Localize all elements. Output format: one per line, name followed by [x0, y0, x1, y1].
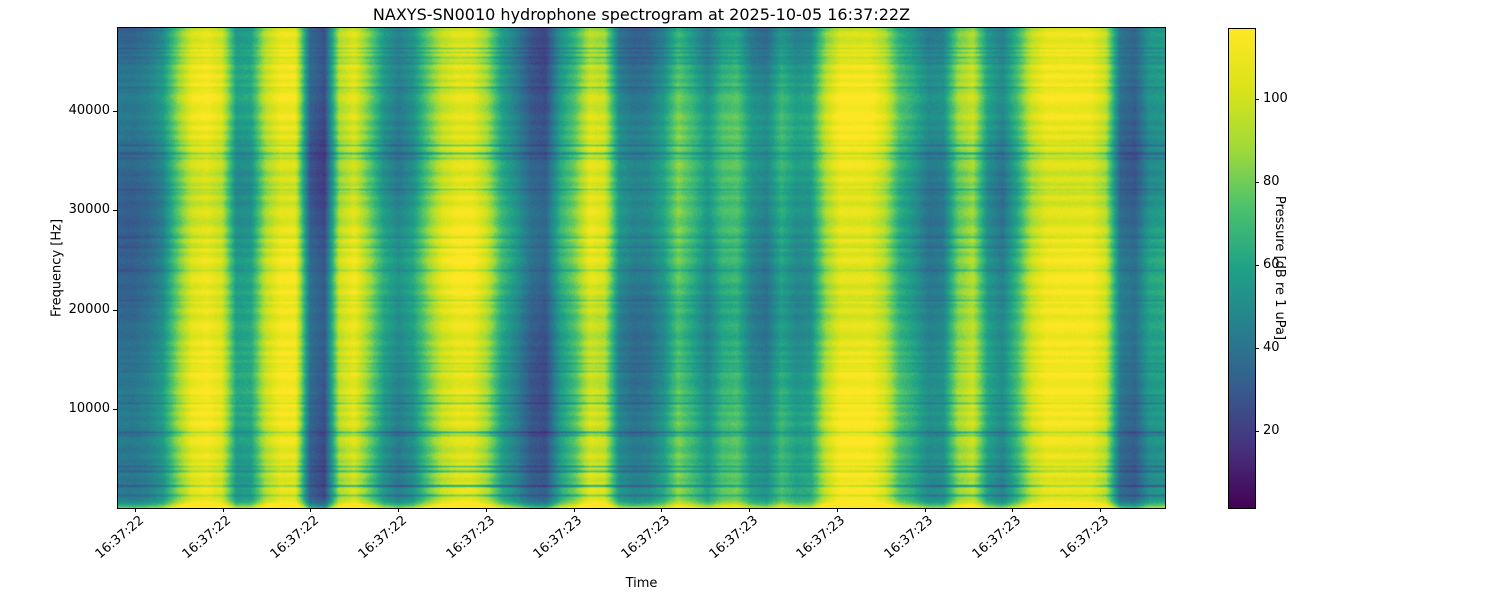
colorbar-tick-label: 20	[1263, 422, 1280, 438]
x-tick-label: 16:37:22	[355, 513, 410, 563]
x-tick	[485, 508, 487, 512]
x-axis-label: Time	[625, 576, 658, 591]
colorbar-tick-label: 80	[1263, 174, 1280, 190]
y-tick-label: 20000	[68, 301, 110, 317]
x-tick	[573, 508, 575, 512]
colorbar-tick	[1255, 182, 1259, 184]
colorbar-tick-label: 100	[1263, 91, 1288, 107]
x-tick-label: 16:37:22	[267, 513, 323, 563]
colorbar-tick-label: 40	[1263, 339, 1280, 355]
x-tick-label: 16:37:23	[618, 513, 674, 563]
x-tick-label: 16:37:23	[530, 513, 586, 563]
colorbar-tick	[1255, 99, 1259, 101]
x-tick	[398, 508, 400, 512]
colorbar-tick-label: 60	[1263, 256, 1280, 272]
x-tick-label: 16:37:22	[180, 513, 235, 563]
colorbar-tick	[1255, 430, 1259, 432]
y-tick-label: 10000	[68, 400, 110, 416]
x-tick	[749, 508, 751, 512]
x-tick	[135, 508, 136, 512]
x-tick-label: 16:37:22	[92, 513, 147, 563]
colorbar	[1228, 28, 1256, 509]
colorbar-axis-label: Pressure [dB re 1 uPa]	[1272, 195, 1287, 341]
chart-title: NAXYS-SN0010 hydrophone spectrogram at 2…	[372, 5, 911, 24]
y-tick	[113, 408, 117, 410]
x-tick-label: 16:37:23	[881, 513, 937, 563]
x-tick	[222, 508, 224, 512]
spectrogram-heatmap	[118, 28, 1165, 508]
x-tick-label: 16:37:23	[1057, 513, 1112, 563]
x-tick-label: 16:37:23	[706, 513, 761, 563]
colorbar-tick	[1255, 264, 1259, 266]
y-tick	[113, 309, 117, 311]
plot-area	[117, 27, 1166, 509]
x-tick	[661, 508, 663, 512]
x-tick	[310, 508, 312, 512]
y-tick-label: 40000	[68, 103, 110, 119]
x-tick	[924, 508, 926, 512]
y-tick	[113, 111, 117, 113]
x-tick	[1100, 508, 1102, 512]
colorbar-tick	[1255, 347, 1259, 349]
x-tick-label: 16:37:23	[443, 513, 498, 563]
x-tick	[1012, 508, 1014, 512]
x-tick-label: 16:37:23	[969, 513, 1024, 563]
y-tick-label: 30000	[68, 202, 110, 218]
colorbar-gradient	[1229, 29, 1255, 508]
x-tick-label: 16:37:23	[794, 513, 849, 563]
x-tick	[836, 508, 838, 512]
y-tick	[113, 210, 117, 212]
